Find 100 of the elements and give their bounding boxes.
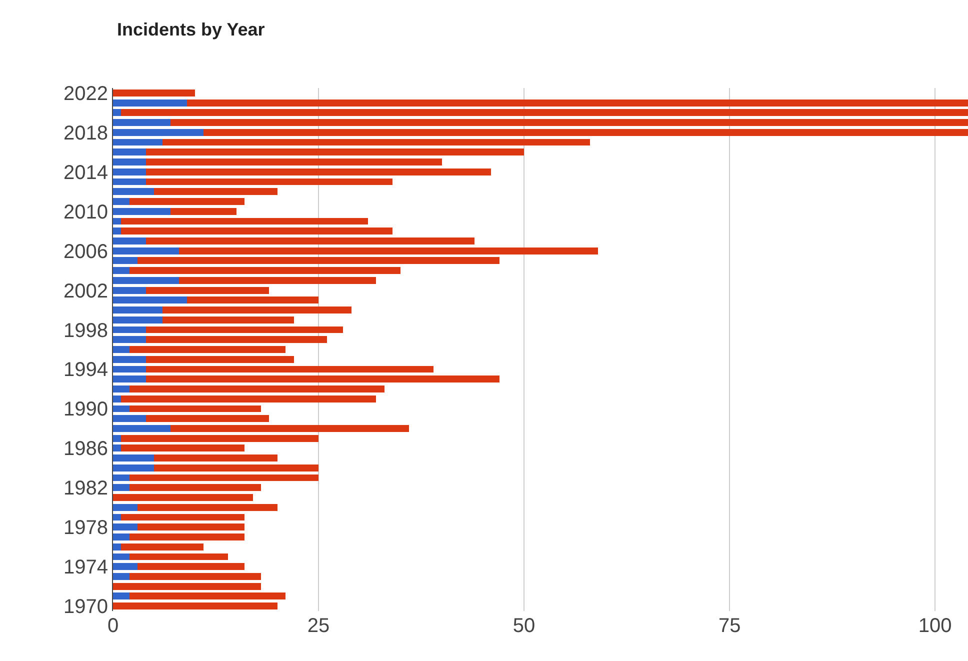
y-tick-label: 1998 [64, 320, 108, 342]
bar [113, 138, 162, 146]
bar [203, 128, 968, 136]
bar [129, 267, 401, 274]
bar [113, 247, 179, 254]
bar [113, 592, 130, 600]
bar [113, 336, 146, 344]
bar [113, 158, 146, 166]
bar [129, 592, 286, 600]
bar [129, 553, 228, 560]
chart-title: Incidents by Year [117, 20, 265, 40]
bar [113, 228, 122, 235]
bar [170, 424, 409, 432]
bar [113, 434, 122, 442]
y-tick-label: 1994 [64, 359, 108, 382]
bar [113, 454, 154, 462]
bar [113, 563, 138, 570]
bar [146, 326, 344, 334]
y-tick-label: 2010 [64, 201, 108, 224]
bar [186, 296, 319, 304]
bar [113, 218, 122, 225]
bar [113, 514, 122, 521]
bar [138, 257, 500, 264]
bar [113, 376, 146, 383]
bar [113, 405, 130, 412]
bar [121, 109, 968, 116]
y-tick-label: 1990 [64, 398, 108, 421]
bar [113, 346, 130, 353]
bar [146, 238, 475, 244]
y-tick-label: 1978 [64, 517, 108, 540]
bar [113, 316, 162, 324]
bar [146, 366, 434, 373]
bar [170, 208, 236, 215]
bar [121, 395, 376, 402]
bar [121, 434, 319, 442]
bar [113, 257, 138, 264]
bar [113, 444, 122, 452]
bar [113, 356, 146, 363]
y-tick-label: 1982 [64, 478, 108, 500]
bar [113, 582, 261, 590]
bar [146, 286, 270, 294]
bar [113, 306, 162, 314]
bar [121, 514, 245, 521]
bar [162, 138, 590, 146]
bar [113, 543, 122, 550]
bar [113, 119, 171, 126]
bar [121, 218, 368, 225]
bar [113, 128, 204, 136]
y-tick-label: 2018 [64, 122, 108, 144]
bar [178, 247, 598, 254]
bar [113, 395, 122, 402]
bar [146, 148, 524, 156]
bar [129, 346, 286, 353]
x-tick-label: 25 [307, 615, 330, 637]
bar [146, 178, 393, 186]
bar [154, 464, 319, 472]
bar [154, 188, 278, 196]
x-tick-label: 100 [918, 615, 952, 637]
bar [113, 326, 146, 334]
bar [113, 504, 138, 511]
bar [121, 444, 245, 452]
bar [113, 464, 154, 472]
bar [178, 276, 376, 284]
bar [113, 424, 171, 432]
bar [113, 534, 130, 540]
y-tick-label: 1970 [64, 596, 108, 618]
bar [138, 504, 278, 511]
bar [129, 405, 261, 412]
bar [113, 89, 196, 96]
bar [113, 553, 130, 560]
bar [113, 188, 154, 196]
bar [113, 415, 146, 422]
bar [113, 286, 146, 294]
bar [113, 602, 278, 610]
x-tick-label: 0 [107, 615, 119, 637]
bar [129, 534, 245, 540]
bar [113, 474, 130, 482]
bar [113, 198, 130, 205]
bar [186, 99, 968, 106]
bar [113, 296, 187, 304]
bar [121, 228, 393, 235]
bar [113, 99, 187, 106]
y-tick-label: 2022 [64, 82, 108, 105]
bar [113, 484, 130, 492]
bar [113, 494, 253, 501]
bar [113, 276, 179, 284]
bar [154, 454, 278, 462]
bar [113, 524, 138, 531]
bar [129, 573, 261, 580]
bar [162, 316, 294, 324]
bar [146, 376, 500, 383]
bar [129, 386, 384, 392]
y-tick-label: 1974 [64, 556, 108, 579]
bar [146, 158, 442, 166]
bar [113, 168, 146, 176]
bar [129, 474, 319, 482]
bar [113, 366, 146, 373]
bar [113, 208, 171, 215]
y-tick-label: 2006 [64, 240, 108, 263]
bar [113, 386, 130, 392]
